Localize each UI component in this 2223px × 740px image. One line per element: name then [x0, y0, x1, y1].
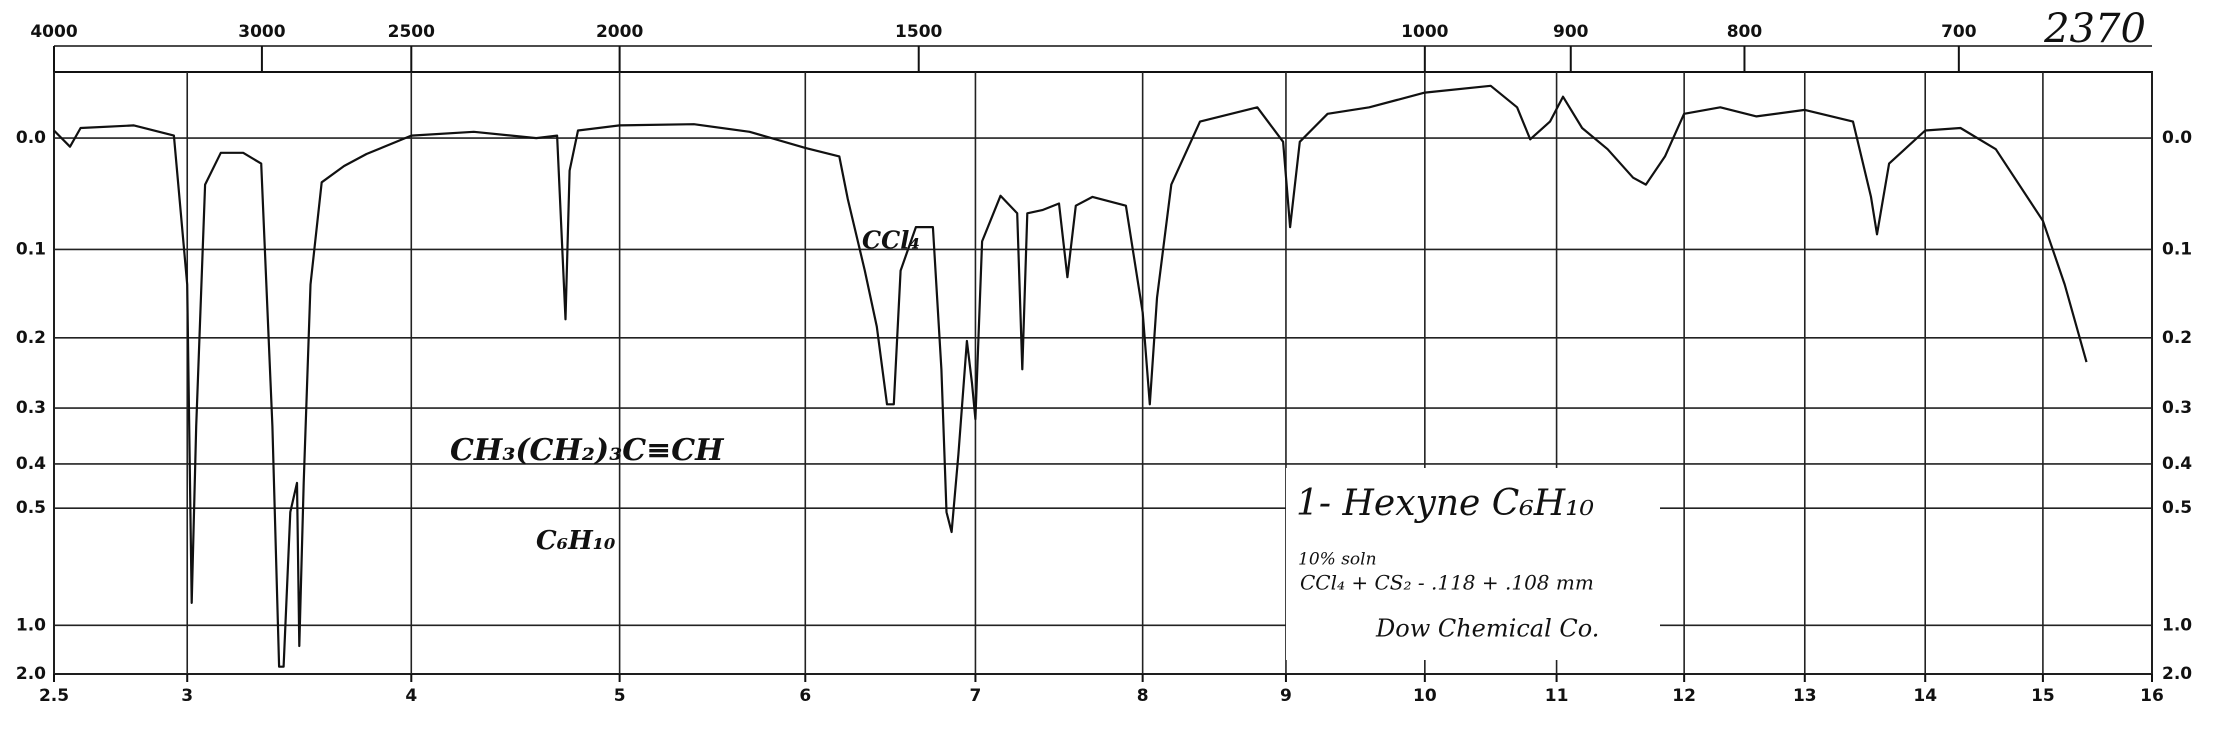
y2-tick-label: 0.3 — [2162, 398, 2192, 418]
annotation: CCl₄ + CS₂ - .118 + .108 mm — [1300, 571, 1594, 595]
x2-tick-label: 900 — [1553, 22, 1589, 42]
annotation: CH₃(CH₂)₃C≡CH — [450, 433, 725, 468]
annotation: 1- Hexyne C₆H₁₀ — [1296, 483, 1594, 524]
x-tick-label: 14 — [1913, 686, 1937, 706]
x2-tick-label: 2000 — [596, 22, 643, 42]
x-tick-label: 4 — [405, 686, 417, 706]
annotation: Dow Chemical Co. — [1375, 615, 1599, 643]
y-tick-label: 2.0 — [16, 664, 46, 684]
annotation: C₆H₁₀ — [536, 526, 616, 556]
x2-tick-label: 2500 — [388, 22, 435, 42]
x-tick-label: 8 — [1137, 686, 1149, 706]
x2-tick-label: 700 — [1941, 22, 1977, 42]
y-tick-label: 0.4 — [16, 454, 46, 474]
y-tick-label: 0.2 — [16, 328, 46, 348]
info-box — [1286, 468, 1660, 660]
spectrum-line — [53, 84, 2088, 668]
y2-tick-label: 0.1 — [2162, 239, 2192, 259]
marks — [53, 84, 2088, 668]
y2-tick-label: 2.0 — [2162, 664, 2192, 684]
y2-tick-label: 0.2 — [2162, 328, 2192, 348]
y-tick-label: 0.0 — [16, 128, 46, 148]
x-tick-label: 11 — [1545, 686, 1569, 706]
x2-tick-label: 1500 — [895, 22, 942, 42]
y-tick-label: 0.1 — [16, 239, 46, 259]
x-tick-label: 13 — [1793, 686, 1817, 706]
x-tick-label: 16 — [2140, 686, 2164, 706]
x-tick-label: 7 — [970, 686, 982, 706]
x2-tick-label: 3000 — [238, 22, 285, 42]
x-tick-label: 15 — [2031, 686, 2055, 706]
x2-tick-label: 1000 — [1401, 22, 1448, 42]
x-tick-label: 3 — [181, 686, 193, 706]
x2-tick-label: 800 — [1727, 22, 1763, 42]
y-tick-label: 0.5 — [16, 498, 46, 518]
y2-tick-label: 1.0 — [2162, 615, 2192, 635]
y-tick-label: 1.0 — [16, 615, 46, 635]
y2-tick-label: 0.4 — [2162, 454, 2192, 474]
y-tick-label: 0.3 — [16, 398, 46, 418]
x-tick-label: 10 — [1413, 686, 1437, 706]
annotation: CCl₄ — [862, 226, 920, 255]
x-tick-label: 5 — [614, 686, 626, 706]
chart-title: 2370 — [2043, 6, 2146, 52]
x-tick-label: 6 — [799, 686, 811, 706]
x-tick-label: 2.5 — [39, 686, 69, 706]
y2-tick-label: 0.5 — [2162, 498, 2192, 518]
x-tick-label: 12 — [1672, 686, 1696, 706]
y2-tick-label: 0.0 — [2162, 128, 2192, 148]
x-tick-label: 9 — [1280, 686, 1292, 706]
x2-tick-label: 4000 — [30, 22, 77, 42]
annotation: 10% soln — [1298, 550, 1377, 570]
grid: 0.0 0.0 0.1 0.1 0.2 0.2 0.3 0.3 0.4 0.4 0.5 0.5 1.0 1… — [16, 22, 2192, 706]
